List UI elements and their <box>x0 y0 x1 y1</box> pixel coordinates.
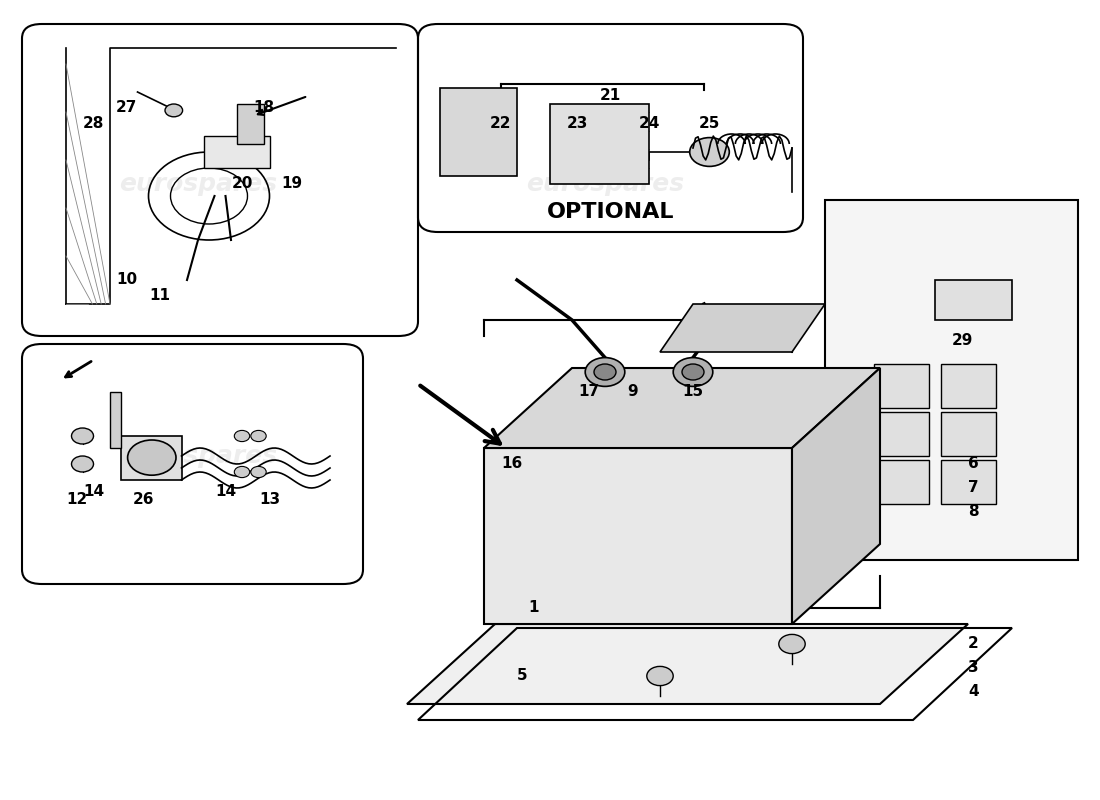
Polygon shape <box>110 392 121 448</box>
Circle shape <box>585 358 625 386</box>
Bar <box>940 460 996 504</box>
Text: 27: 27 <box>116 101 138 115</box>
Text: 4: 4 <box>968 685 979 699</box>
Text: 15: 15 <box>682 385 704 399</box>
Text: 2: 2 <box>968 637 979 651</box>
Text: 28: 28 <box>82 117 104 131</box>
Bar <box>935 280 1012 320</box>
Text: 24: 24 <box>638 117 660 131</box>
Text: 26: 26 <box>132 493 154 507</box>
Bar <box>940 412 996 456</box>
Text: eurospares: eurospares <box>119 444 277 468</box>
Polygon shape <box>407 624 968 704</box>
Polygon shape <box>236 104 264 144</box>
Text: 9: 9 <box>627 385 638 399</box>
Text: 12: 12 <box>66 493 88 507</box>
Circle shape <box>234 466 250 478</box>
Bar <box>940 364 996 408</box>
Text: 14: 14 <box>214 485 236 499</box>
Circle shape <box>594 364 616 380</box>
Text: 18: 18 <box>253 101 275 115</box>
Text: 1: 1 <box>528 601 539 615</box>
Text: 11: 11 <box>148 289 170 303</box>
Bar <box>874 412 929 456</box>
Polygon shape <box>792 368 880 624</box>
Text: 23: 23 <box>566 117 588 131</box>
Circle shape <box>165 104 183 117</box>
Polygon shape <box>484 368 880 448</box>
Text: 21: 21 <box>600 89 621 103</box>
Circle shape <box>234 430 250 442</box>
Circle shape <box>779 634 805 654</box>
Text: 17: 17 <box>578 385 600 399</box>
Bar <box>440 88 517 176</box>
Text: 13: 13 <box>258 493 280 507</box>
Polygon shape <box>484 448 792 624</box>
Bar <box>874 460 929 504</box>
Text: 7: 7 <box>968 481 979 495</box>
Text: 10: 10 <box>116 273 138 287</box>
Text: 29: 29 <box>952 333 974 347</box>
Text: eurospares: eurospares <box>603 444 761 468</box>
Bar <box>550 104 649 184</box>
Text: OPTIONAL: OPTIONAL <box>547 202 674 222</box>
Text: 20: 20 <box>231 177 253 191</box>
Circle shape <box>72 456 94 472</box>
Text: 5: 5 <box>517 669 528 683</box>
Circle shape <box>72 428 94 444</box>
Text: eurospares: eurospares <box>526 172 684 196</box>
Circle shape <box>647 666 673 686</box>
Bar <box>874 364 929 408</box>
Bar <box>121 436 182 480</box>
Text: 8: 8 <box>968 505 979 519</box>
Polygon shape <box>660 304 825 352</box>
Circle shape <box>251 466 266 478</box>
Text: 22: 22 <box>490 117 512 131</box>
Text: 19: 19 <box>280 177 302 191</box>
Circle shape <box>682 364 704 380</box>
Text: 25: 25 <box>698 117 720 131</box>
Text: 3: 3 <box>968 661 979 675</box>
Circle shape <box>128 440 176 475</box>
Circle shape <box>251 430 266 442</box>
Text: eurospares: eurospares <box>119 172 277 196</box>
Polygon shape <box>825 200 1078 560</box>
Text: 6: 6 <box>968 457 979 471</box>
Circle shape <box>690 138 729 166</box>
Bar <box>204 136 270 168</box>
Text: 14: 14 <box>82 485 104 499</box>
Text: 16: 16 <box>500 457 522 471</box>
Circle shape <box>673 358 713 386</box>
